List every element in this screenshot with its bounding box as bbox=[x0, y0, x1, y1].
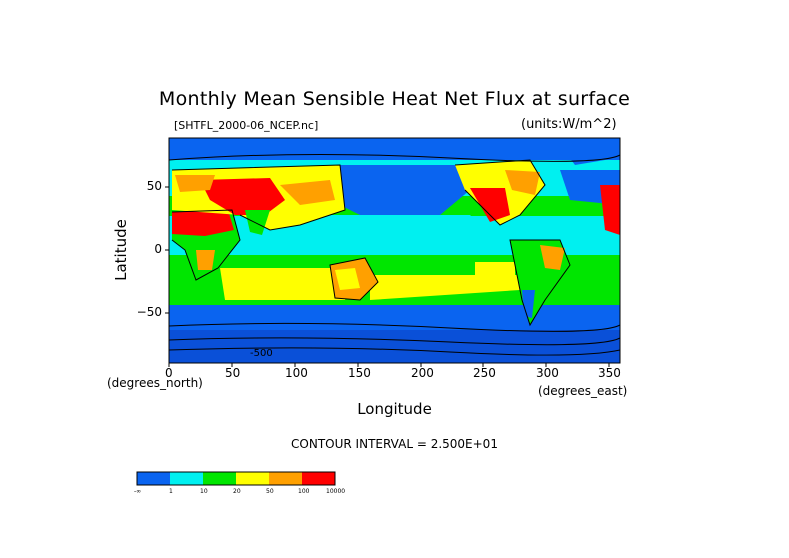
x-unit-right: (degrees_east) bbox=[538, 384, 628, 398]
brazil-warm bbox=[540, 245, 565, 270]
units-label: (units:W/m^2) bbox=[521, 117, 617, 132]
contour-interval: CONTOUR INTERVAL = 2.500E+01 bbox=[291, 437, 498, 451]
colorbar-label-0: -∞ bbox=[134, 488, 142, 495]
chart-title: Monthly Mean Sensible Heat Net Flux at s… bbox=[158, 88, 631, 110]
colorbar-label-2: 10 bbox=[200, 488, 208, 495]
x-tick-200: 200 bbox=[411, 366, 434, 380]
europe-warm bbox=[175, 175, 215, 192]
colorbar-label-4: 50 bbox=[266, 488, 274, 495]
colorbar-label-5: 100 bbox=[298, 488, 310, 495]
colorbar-label-3: 20 bbox=[233, 488, 241, 495]
x-tick-350: 350 bbox=[598, 366, 621, 380]
north-pacific-cold bbox=[330, 165, 470, 215]
central-asia-hot bbox=[200, 178, 285, 215]
x-axis-label: Longitude bbox=[357, 400, 432, 418]
north-america-hot bbox=[470, 188, 510, 222]
south-pacific-warm bbox=[370, 275, 530, 300]
x-tick-0: 0 bbox=[165, 366, 173, 380]
x-unit-left: (degrees_north) bbox=[107, 376, 203, 390]
canada-warm bbox=[505, 170, 540, 195]
x-tick-250: 250 bbox=[473, 366, 496, 380]
y-tick-50: 50 bbox=[146, 179, 162, 193]
y-axis-label: Latitude bbox=[112, 219, 130, 281]
colorbar-label-1: 1 bbox=[169, 488, 173, 495]
x-tick-300: 300 bbox=[536, 366, 559, 380]
east-edge-hot bbox=[600, 185, 620, 235]
y-tick-0: 0 bbox=[154, 242, 162, 256]
southern-africa-warm bbox=[196, 250, 215, 270]
sahara-hot bbox=[172, 210, 234, 236]
y-tick-minus50: −50 bbox=[136, 305, 162, 319]
east-asia-warm bbox=[280, 180, 335, 205]
tropical-pacific bbox=[300, 215, 500, 255]
pacific-patch bbox=[475, 262, 515, 278]
colorbar-label-6: 10000 bbox=[326, 488, 346, 495]
indian-ocean-warm bbox=[220, 268, 360, 300]
map-annotation: -500 bbox=[250, 348, 273, 359]
india-land bbox=[245, 210, 270, 235]
arctic-band bbox=[169, 138, 620, 160]
australia-inner bbox=[335, 268, 360, 290]
greenland bbox=[560, 142, 605, 165]
dataset-label: [SHTFL_2000-06_NCEP.nc] bbox=[174, 119, 319, 132]
x-tick-50: 50 bbox=[225, 366, 241, 380]
x-tick-150: 150 bbox=[348, 366, 371, 380]
antarctica-region bbox=[169, 330, 620, 363]
x-tick-100: 100 bbox=[285, 366, 308, 380]
